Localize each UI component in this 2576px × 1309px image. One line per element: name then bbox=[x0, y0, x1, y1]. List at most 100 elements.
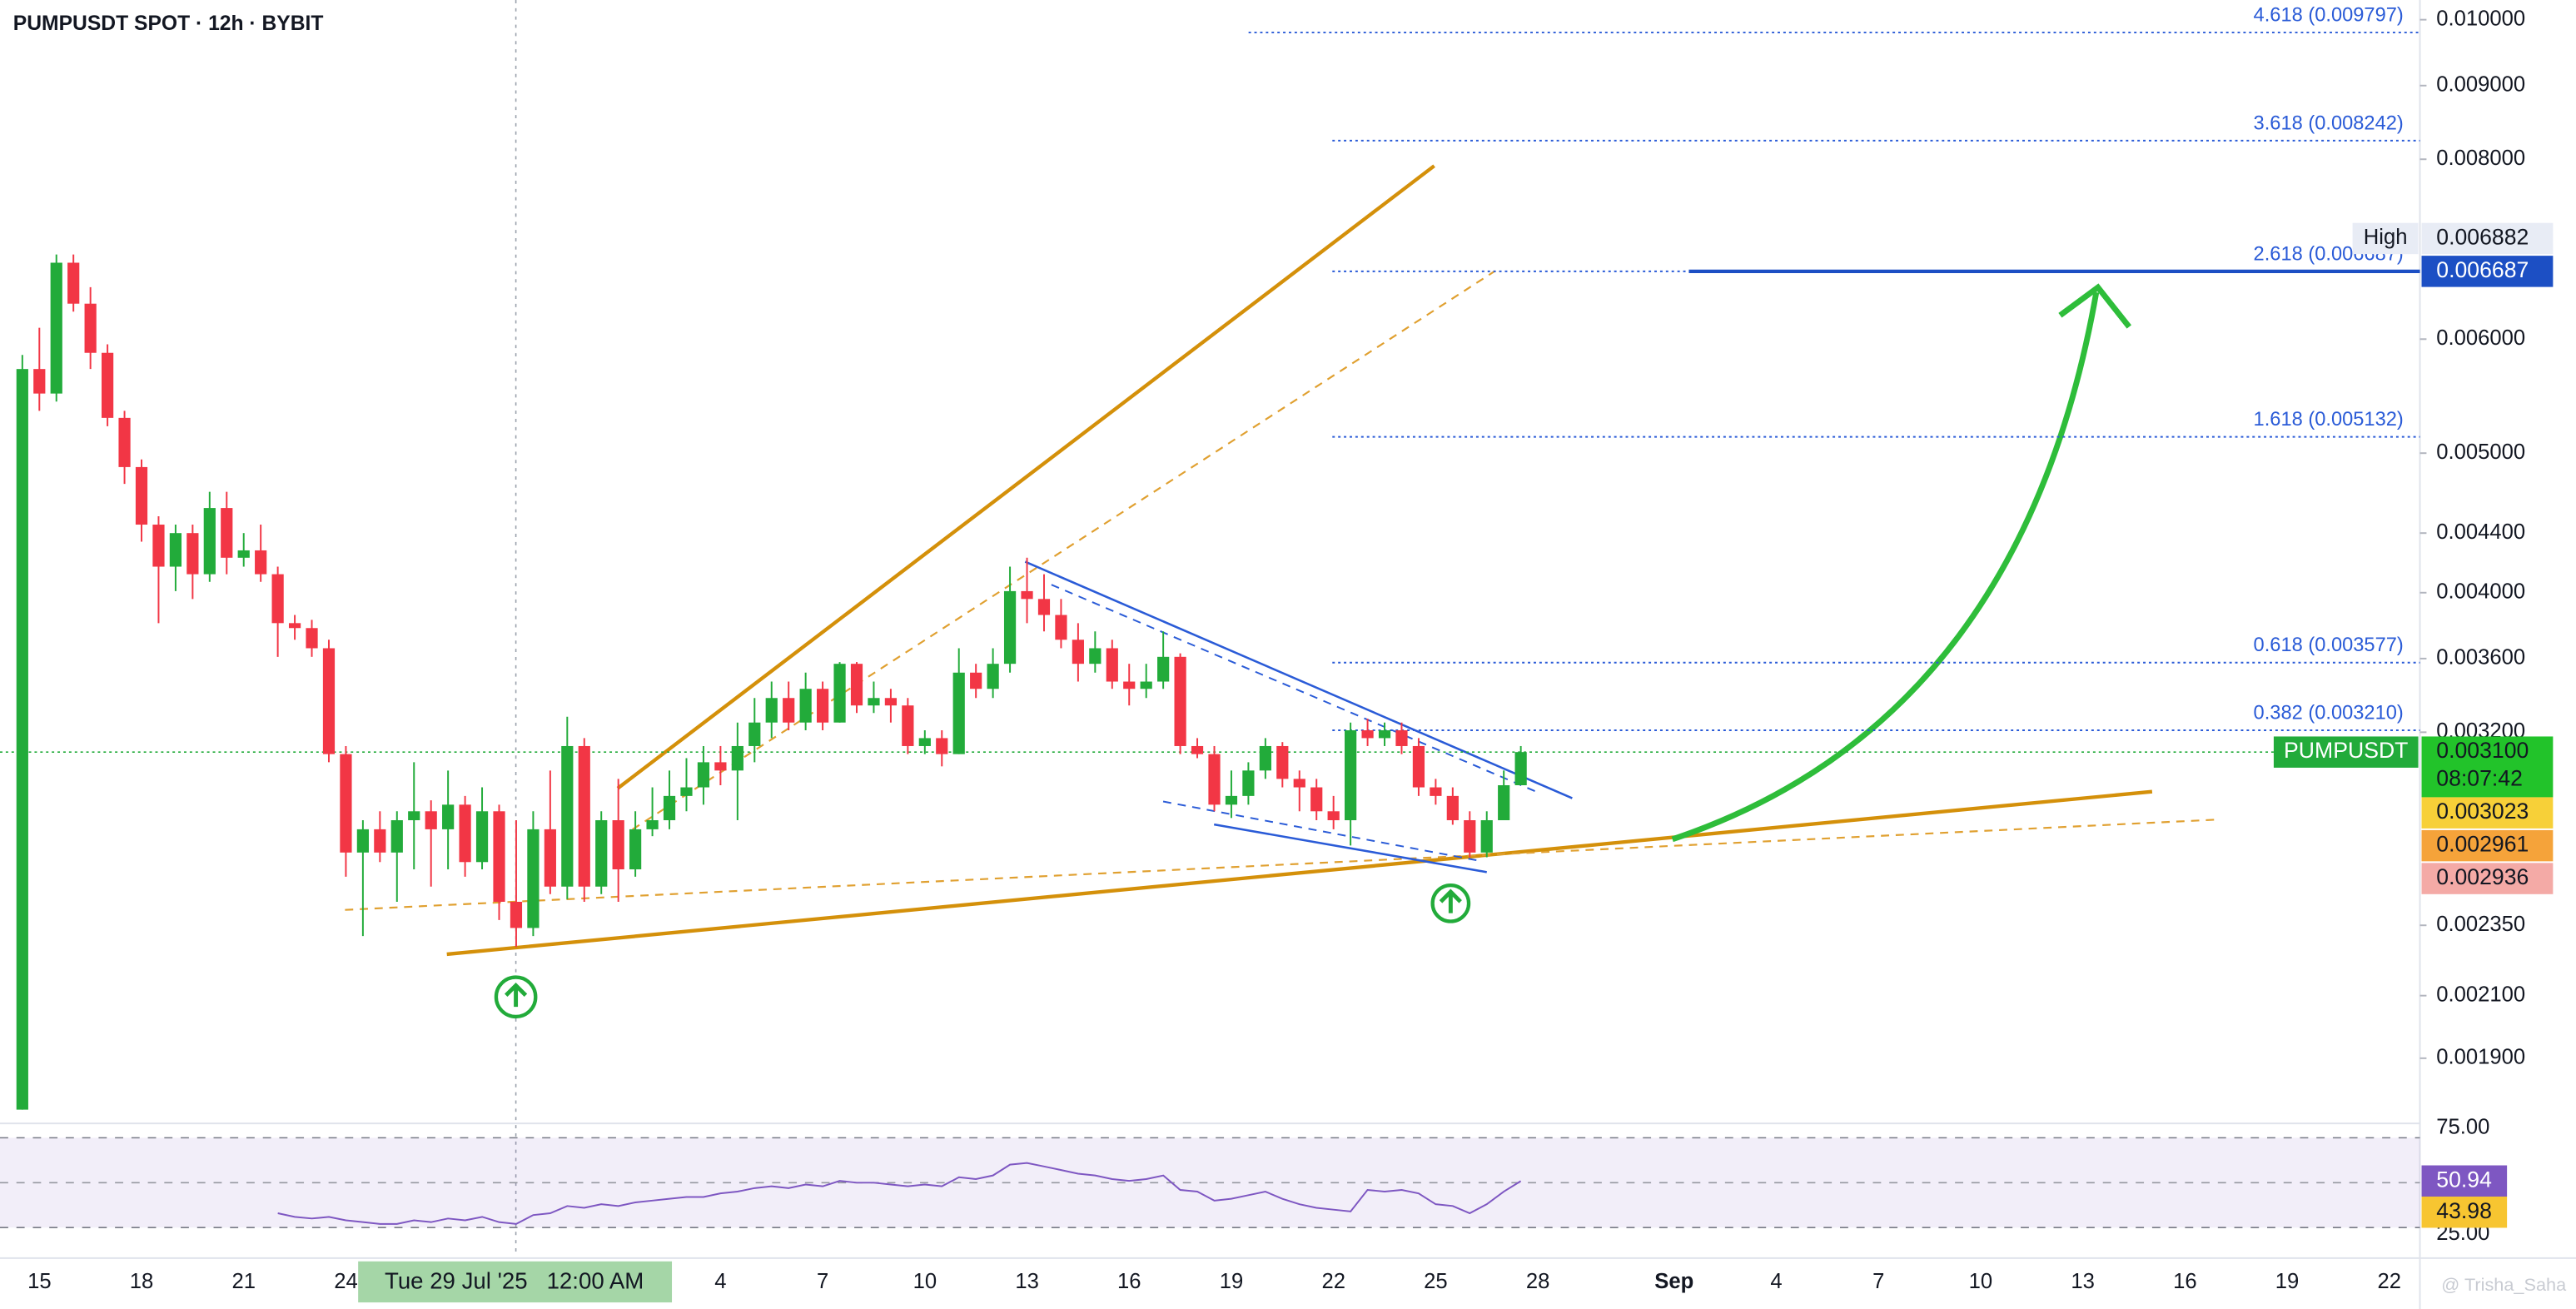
x-tick-label: 7 bbox=[1872, 1270, 1884, 1293]
candle-body bbox=[1310, 787, 1323, 812]
crosshair-label: Tue 29 Jul '25 12:00 AM bbox=[385, 1268, 644, 1294]
candle-body bbox=[816, 689, 829, 723]
candle-body bbox=[135, 466, 148, 525]
candle-body bbox=[1430, 787, 1442, 796]
candle-body bbox=[1140, 681, 1152, 689]
candle-body bbox=[1123, 681, 1136, 689]
candle-body bbox=[169, 533, 182, 567]
x-tick-label: 21 bbox=[232, 1270, 256, 1293]
candle-body bbox=[1345, 730, 1357, 821]
candle-body bbox=[1106, 648, 1118, 682]
candle-body bbox=[101, 352, 114, 418]
x-tick-label: 10 bbox=[1969, 1270, 1993, 1293]
high-label: High bbox=[2364, 226, 2408, 249]
badge bbox=[2421, 222, 2554, 255]
candle-body bbox=[884, 698, 898, 706]
fib-label: 0.382 (0.003210) bbox=[2254, 703, 2404, 724]
rsi-badge bbox=[2421, 1165, 2508, 1197]
candle-body bbox=[1191, 745, 1204, 754]
candle-body bbox=[288, 623, 301, 629]
candle-body bbox=[612, 820, 624, 870]
ma-value: 0.003023 bbox=[2436, 799, 2529, 824]
y-tick-label: 0.008000 bbox=[2436, 147, 2525, 170]
x-tick-label: 4 bbox=[714, 1270, 726, 1293]
x-tick-label: 16 bbox=[1117, 1270, 1141, 1293]
candle-body bbox=[1395, 730, 1408, 746]
candle-body bbox=[833, 664, 846, 723]
x-tick-label: 13 bbox=[1015, 1270, 1039, 1293]
candle-body bbox=[850, 664, 863, 706]
candle-body bbox=[390, 820, 403, 853]
candle-body bbox=[493, 811, 505, 902]
candle-body bbox=[33, 369, 46, 394]
candle-body bbox=[1446, 795, 1459, 821]
badge bbox=[2421, 256, 2554, 287]
candle-body bbox=[1021, 590, 1033, 600]
rsi-value: 50.94 bbox=[2436, 1167, 2492, 1192]
fib-label: 3.618 (0.008242) bbox=[2254, 112, 2404, 134]
candle-body bbox=[1327, 811, 1340, 821]
candle-body bbox=[1157, 656, 1170, 682]
candle-body bbox=[442, 804, 455, 829]
rsi-ma-value: 43.98 bbox=[2436, 1198, 2492, 1223]
candle-body bbox=[425, 811, 437, 829]
candle-body bbox=[748, 722, 761, 746]
last-price: 0.003100 bbox=[2436, 738, 2529, 763]
candle-body bbox=[16, 369, 28, 1110]
candle-body bbox=[731, 745, 743, 771]
x-tick-label: 13 bbox=[2071, 1270, 2095, 1293]
candle-body bbox=[697, 762, 710, 788]
candle-body bbox=[868, 698, 880, 706]
candle-body bbox=[50, 262, 62, 394]
x-tick-label: 25 bbox=[1424, 1270, 1448, 1293]
x-tick-label: 15 bbox=[27, 1270, 52, 1293]
x-tick-label: 7 bbox=[817, 1270, 828, 1293]
candle-body bbox=[1242, 770, 1255, 796]
target-badge: 0.006687 bbox=[2436, 257, 2529, 282]
y-tick-label: 0.004400 bbox=[2436, 520, 2525, 544]
candle-body bbox=[595, 820, 608, 887]
ma-value: 0.002936 bbox=[2436, 864, 2529, 889]
candle-body bbox=[799, 689, 812, 723]
candle-body bbox=[203, 508, 216, 575]
candle-body bbox=[118, 417, 131, 467]
candle-body bbox=[1361, 730, 1374, 739]
candle-body bbox=[322, 648, 336, 754]
y-tick-label: 0.005000 bbox=[2436, 440, 2525, 464]
rsi-band bbox=[0, 1137, 2420, 1228]
wedge-upper bbox=[1024, 560, 1573, 799]
badge bbox=[2421, 736, 2554, 798]
fib-label: 0.618 (0.003577) bbox=[2254, 635, 2404, 656]
candle-body bbox=[902, 705, 914, 746]
candle-body bbox=[1037, 599, 1051, 615]
candle-body bbox=[237, 550, 250, 558]
candle-body bbox=[952, 672, 965, 754]
wedge-lower bbox=[1213, 823, 1487, 873]
x-tick-label: 16 bbox=[2173, 1270, 2197, 1293]
candle-body bbox=[510, 901, 523, 928]
candle-body bbox=[255, 550, 267, 575]
candle-body bbox=[186, 533, 199, 575]
candle-body bbox=[271, 574, 284, 624]
candle-body bbox=[1259, 745, 1271, 771]
signal-icon bbox=[1430, 883, 1471, 923]
x-tick-label: 28 bbox=[1526, 1270, 1550, 1293]
candle-body bbox=[67, 262, 80, 304]
candle-body bbox=[783, 698, 795, 723]
watermark: @ Trisha_Saha bbox=[2441, 1274, 2567, 1295]
drawings bbox=[345, 0, 2218, 1257]
candle-body bbox=[152, 525, 165, 567]
candle-body bbox=[680, 787, 693, 796]
y-tick-label: 0.002100 bbox=[2436, 983, 2525, 1006]
candle-body bbox=[1412, 745, 1425, 788]
target-arrow bbox=[1671, 291, 2100, 843]
target-arrow-head bbox=[2058, 283, 2131, 329]
chart-title: PUMPUSDT SPOT · 12h · BYBIT bbox=[13, 12, 324, 35]
candle-body bbox=[475, 811, 489, 863]
candle-body bbox=[1480, 820, 1493, 853]
candle-body bbox=[374, 829, 386, 853]
x-tick-label: 22 bbox=[2378, 1270, 2402, 1293]
crosshair-label-bg bbox=[358, 1261, 673, 1303]
y-tick-label: 0.001900 bbox=[2436, 1046, 2525, 1069]
candle-body bbox=[1089, 648, 1102, 664]
